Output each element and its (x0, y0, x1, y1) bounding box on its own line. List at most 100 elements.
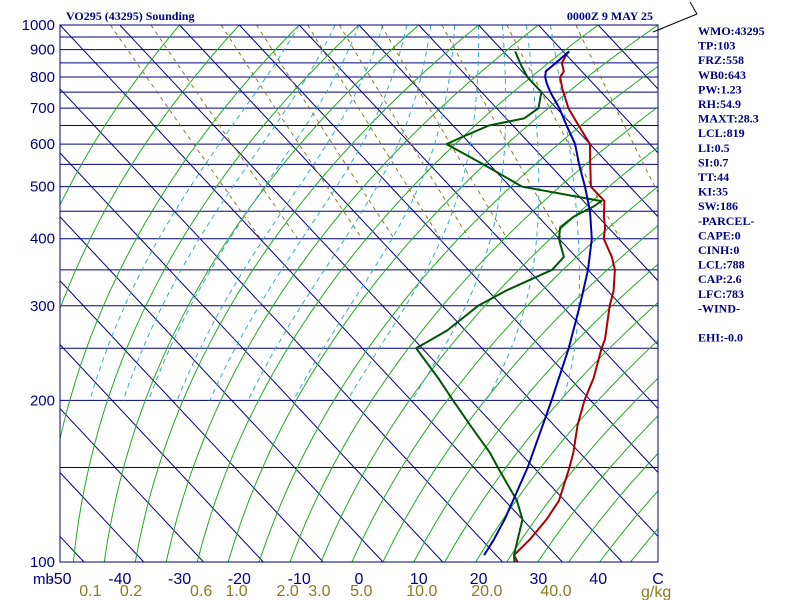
temperature-tick-label: -40 (108, 571, 131, 588)
mixing-ratio-line (441, 25, 563, 239)
mixing-ratio-line (575, 25, 658, 194)
mixing-ratio-line (150, 25, 299, 239)
mixing-ratio-tick-label: 0.1 (79, 583, 101, 600)
index-line: CAP:2.6 (698, 272, 742, 286)
wind-tick (652, 27, 664, 33)
pressure-tick-label: 600 (30, 136, 55, 153)
temperature-tick-label: 20 (470, 571, 488, 588)
isotherm-line (60, 88, 503, 562)
isotherm-line (60, 152, 444, 562)
mixing-ratio-tick-label: 2.0 (277, 583, 299, 600)
index-line: CAPE:0 (698, 228, 741, 242)
dry-adiabat-line (289, 106, 658, 562)
moist-adiabat-line (247, 25, 432, 401)
dry-adiabat-line (382, 224, 658, 562)
index-line: FRZ:558 (698, 53, 744, 67)
dry-adiabat-line (60, 25, 300, 442)
plot-frame (59, 24, 659, 563)
moist-adiabat-line (411, 25, 507, 401)
isotherm-line (119, 25, 623, 562)
moist-adiabat-line (549, 25, 580, 401)
pressure-tick-label: 800 (30, 69, 55, 86)
mixing-ratio-axis: 0.1 0.2 0.6 1.0 2.0 3.0 5.0 10.0 20.0 40.0 (79, 583, 571, 600)
isotherm-line (60, 25, 563, 562)
moist-adiabat-line (486, 25, 540, 401)
mixing-ratio-line (338, 25, 470, 239)
isotherm-line (60, 279, 324, 562)
dry-adiabat-line (103, 25, 420, 562)
wind-staff (657, 13, 698, 31)
moist-adiabat-line (148, 25, 360, 401)
dry-adiabat-line (475, 339, 658, 562)
mixing-ratio-tick-label: 3.0 (308, 583, 330, 600)
isotherm-line (60, 216, 384, 562)
mixing-ratio-unit-label: g/kg (641, 584, 671, 600)
mixing-ratio-tick-label: 0.6 (190, 583, 212, 600)
dry-adiabat-line (444, 301, 658, 562)
mixing-ratio-line (307, 25, 442, 239)
mixing-ratio-tick-label: 1.0 (225, 583, 247, 600)
dry-adiabat-line (60, 25, 180, 207)
moist-adiabat-line (89, 25, 300, 401)
temperature-tick-label: -10 (288, 571, 311, 588)
index-line: KI:35 (698, 185, 728, 199)
temperature-tick-label: -30 (168, 571, 191, 588)
isotherm-line (418, 25, 658, 282)
dry-adiabat-line (72, 25, 360, 562)
index-line: LFC:783 (698, 287, 744, 301)
mixing-ratio-tick-label: 0.2 (120, 583, 142, 600)
index-line: LCL:819 (698, 126, 745, 140)
dry-adiabat-line (165, 25, 539, 562)
dry-adiabat-line (258, 65, 658, 562)
mixing-ratio-tick-label: 5.0 (350, 583, 372, 600)
index-line: SI:0.7 (698, 155, 728, 169)
station-title: VO295 (43295) Sounding (66, 9, 194, 23)
isotherm-line (0, 25, 24, 562)
pressure-tick-label: 900 (30, 42, 55, 59)
index-line: TP:103 (698, 39, 735, 53)
pressure-tick-label: 400 (30, 231, 55, 248)
moist-adiabat-line (122, 25, 336, 401)
index-line: PW:1.23 (698, 82, 742, 96)
moist-adiabat-line (292, 25, 456, 401)
wind-barb (689, 1, 698, 15)
mixing-ratio-line (220, 25, 363, 239)
sounding-profiles (415, 50, 616, 562)
pressure-tick-label: 500 (30, 179, 55, 196)
temperature-tick-label: -20 (228, 571, 251, 588)
dry-adiabat-line (60, 25, 240, 311)
parcel-profile (483, 50, 593, 556)
dry-adiabat-line (754, 25, 800, 562)
isotherm-line (60, 407, 204, 562)
mixing-ratio-tick-label: 40.0 (540, 583, 571, 600)
temperature-tick-label: 40 (589, 571, 607, 588)
pressure-axis: 100 200 300 400 500 600 700 800 900 1000 (22, 17, 55, 571)
index-line: LCL:788 (698, 258, 745, 272)
stability-indices: WMO:43295TP:103FRZ:558WB0:643PW:1.23RH:5… (698, 24, 765, 345)
pressure-tick-label: 200 (30, 392, 55, 409)
mixing-ratio-tick-label: 10.0 (406, 583, 437, 600)
index-line: TT:44 (698, 170, 729, 184)
isotherm-line (60, 343, 264, 562)
index-line: LI:0.5 (698, 141, 730, 155)
dry-adiabat-line (196, 25, 599, 562)
index-line: MAXT:28.3 (698, 112, 759, 126)
mixing-ratio-line (380, 25, 508, 239)
mixing-ratio-line (256, 25, 395, 239)
valid-time: 0000Z 9 MAY 25 (567, 9, 653, 23)
dry-adiabat-line (351, 185, 658, 562)
isotherm-line (538, 25, 658, 154)
temperature-tick-label: 0 (355, 571, 364, 588)
dry-adiabat-line (785, 25, 800, 562)
dewpoint-profile (415, 51, 603, 562)
moist-adiabat-line (209, 25, 408, 401)
mixing-ratio-line (506, 25, 621, 239)
pressure-unit-label: mb (33, 571, 54, 588)
moist-adiabat-line (346, 25, 480, 401)
mixing-ratio-tick-label: 20.0 (471, 583, 502, 600)
wind-flag (652, 1, 698, 33)
temperature-tick-label: -50 (48, 571, 71, 588)
pressure-tick-label: 700 (30, 100, 55, 117)
index-line: RH:54.9 (698, 97, 741, 111)
temperature-profile (513, 50, 616, 562)
